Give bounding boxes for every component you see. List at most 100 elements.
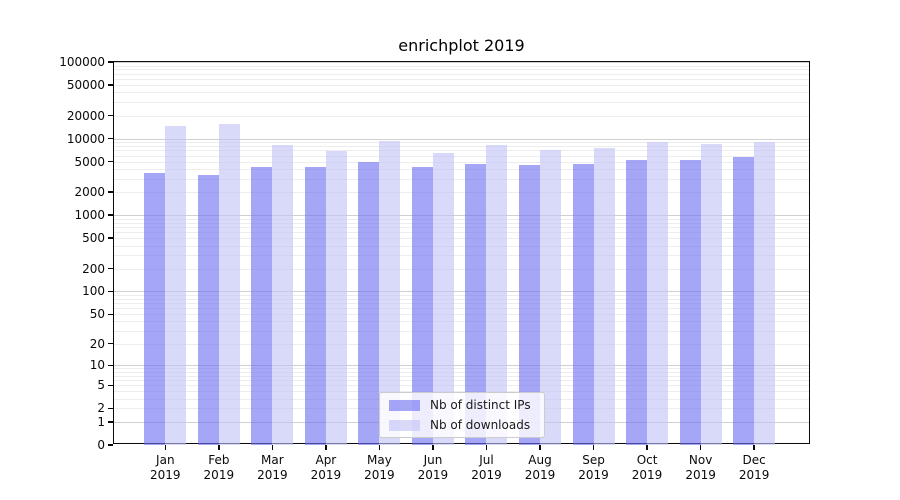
x-axis-tick xyxy=(753,445,755,450)
gridline-minor xyxy=(114,238,809,240)
x-axis-tick-label: Aug 2019 xyxy=(524,453,556,482)
y-axis-tick xyxy=(108,407,113,410)
gridline-minor xyxy=(114,371,809,373)
y-axis-tick-label: 500 xyxy=(82,231,105,246)
bar-downloads-sep xyxy=(593,147,615,445)
y-axis-tick-label: 50000 xyxy=(66,78,105,93)
y-axis-tick-label: 200 xyxy=(82,261,105,276)
gridline-minor xyxy=(114,255,809,257)
y-axis-tick xyxy=(108,237,113,239)
gridline-major xyxy=(114,291,809,293)
y-axis-tick-label: 5000 xyxy=(74,154,105,169)
y-axis-tick xyxy=(108,267,113,270)
gridline-minor xyxy=(114,146,809,148)
gridline-minor xyxy=(114,78,809,80)
y-axis-tick xyxy=(108,114,113,117)
y-axis-tick xyxy=(108,61,113,63)
bar-downloads-mar xyxy=(272,145,294,445)
bar-downloads-dec xyxy=(754,142,776,445)
y-axis-tick-label: 100000 xyxy=(59,55,105,69)
y-axis-tick-label: 0 xyxy=(97,438,105,452)
gridline-minor xyxy=(114,192,809,194)
gridline-minor xyxy=(114,178,809,180)
x-axis-tick xyxy=(646,445,648,450)
legend-row-distinct-ips: Nb of distinct IPs xyxy=(380,396,544,414)
legend-label-downloads: Nb of downloads xyxy=(430,418,531,432)
bar-distinct-ips-jan xyxy=(144,172,166,445)
y-axis-tick-label: 100 xyxy=(82,284,105,299)
x-axis-tick-label: May 2019 xyxy=(364,453,395,482)
gridline-major xyxy=(114,215,809,217)
plot-area: Dec 2019 Nov 2019 Oct 2019 Sep 2019 Aug 2019 Jul 20… xyxy=(59,55,810,482)
gridline-minor xyxy=(114,85,809,87)
bar-downloads-aug xyxy=(540,149,561,445)
bar-distinct-ips-feb xyxy=(197,175,219,445)
gridline-minor xyxy=(114,65,809,67)
legend-label-distinct-ips: Nb of distinct IPs xyxy=(430,398,531,412)
gridline-minor xyxy=(114,161,809,163)
bar-distinct-ips-jul xyxy=(465,163,487,445)
y-axis-tick-label: 2 xyxy=(97,401,105,416)
x-axis-tick-label: Apr 2019 xyxy=(310,453,342,482)
y-axis-tick-label: 5 xyxy=(97,378,105,393)
x-axis-tick-label: Nov 2019 xyxy=(685,453,716,482)
gridline-minor xyxy=(114,314,809,316)
gridline-minor xyxy=(114,155,809,157)
y-axis-tick-label: 20000 xyxy=(66,108,105,123)
gridline-major xyxy=(114,365,809,367)
gridline-minor xyxy=(114,69,809,71)
gridline-minor xyxy=(114,150,809,152)
y-axis-tick xyxy=(108,384,113,387)
x-axis-tick xyxy=(699,445,702,450)
y-axis-tick xyxy=(108,343,113,345)
y-axis-tick-label: 20 xyxy=(89,336,105,351)
gridline-minor xyxy=(114,368,809,370)
bar-downloads-feb xyxy=(218,124,240,445)
gridline-minor xyxy=(114,303,809,305)
y-axis-tick xyxy=(108,290,113,293)
legend-swatch-downloads xyxy=(389,419,420,431)
bar-distinct-ips-mar xyxy=(251,167,273,445)
x-axis-tick xyxy=(164,445,166,450)
y-axis-tick xyxy=(108,421,113,423)
bar-distinct-ips-aug xyxy=(519,165,540,445)
y-axis-tick xyxy=(108,313,113,315)
x-axis-tick xyxy=(325,445,327,450)
gridline-major xyxy=(114,62,809,63)
x-axis-tick-label: Oct 2019 xyxy=(631,453,663,482)
y-axis-tick-label: 1 xyxy=(97,414,105,429)
gridline-minor xyxy=(114,330,809,332)
gridline-minor xyxy=(114,268,809,270)
bar-distinct-ips-sep xyxy=(572,163,594,445)
y-axis-tick-label: 10 xyxy=(89,358,105,373)
chart-title: enrichplot 2019 xyxy=(398,36,525,55)
bar-distinct-ips-nov xyxy=(679,160,701,445)
x-axis-tick xyxy=(218,445,220,450)
gridline-minor xyxy=(114,115,809,117)
x-axis-tick xyxy=(378,445,381,450)
gridline-minor xyxy=(114,343,809,345)
gridline-minor xyxy=(114,102,809,104)
bar-distinct-ips-jun xyxy=(411,167,433,445)
x-axis-tick-label: Feb 2019 xyxy=(203,453,235,482)
gridline-minor xyxy=(114,73,809,75)
bar-distinct-ips-may xyxy=(358,161,380,445)
gridline-minor xyxy=(114,380,809,382)
y-axis-tick xyxy=(108,160,113,163)
chart-legend: Nb of distinct IPs Nb of downloads xyxy=(379,392,545,438)
y-axis-tick-label: 2000 xyxy=(74,185,105,200)
bar-downloads-jun xyxy=(432,153,454,445)
gridline-minor xyxy=(114,308,809,310)
bar-distinct-ips-oct xyxy=(626,160,648,445)
x-axis-tick xyxy=(485,445,488,450)
x-axis-tick-label: Jun 2019 xyxy=(417,453,449,482)
bar-downloads-may xyxy=(379,140,401,445)
y-axis-tick-label: 10000 xyxy=(66,131,105,146)
y-axis-tick xyxy=(108,444,113,446)
y-axis-tick xyxy=(108,191,113,193)
x-axis-tick-label: Dec 2019 xyxy=(738,453,770,482)
x-axis-tick xyxy=(592,445,595,450)
bar-downloads-nov xyxy=(700,144,722,445)
gridline-minor xyxy=(114,218,809,220)
